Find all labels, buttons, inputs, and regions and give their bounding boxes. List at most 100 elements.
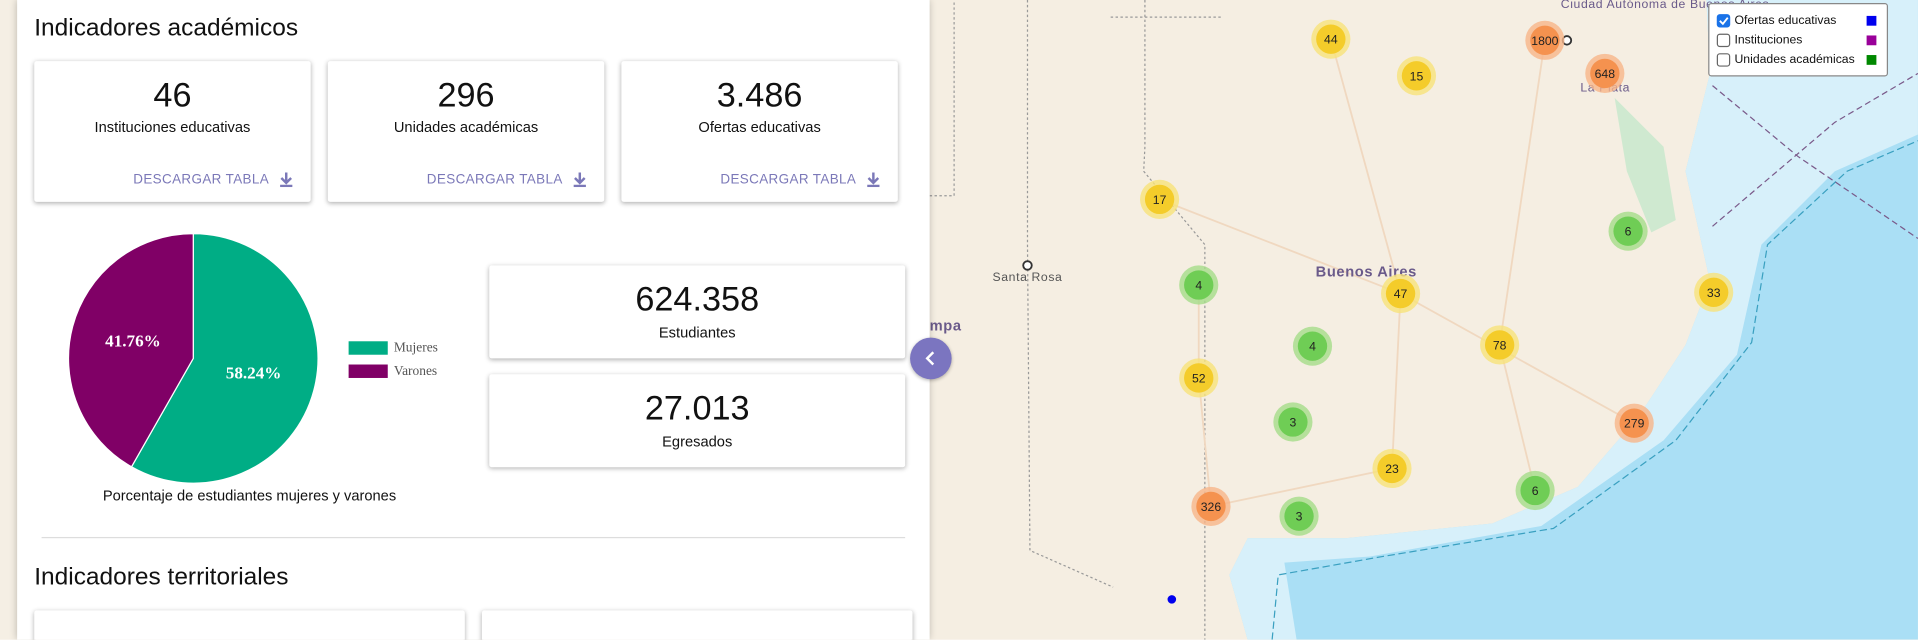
cluster-count: 326 — [1201, 500, 1222, 514]
delta — [1614, 97, 1676, 233]
border — [1712, 72, 1918, 240]
chevron-icon — [925, 351, 935, 366]
slice-label: 58.24% — [226, 363, 282, 382]
student-label: Egresados — [662, 433, 733, 451]
cluster-count: 23 — [1385, 462, 1399, 476]
cluster[interactable] — [1297, 331, 1328, 361]
side-panel: Indicadores académicos 58.24% Mujeres 41.7… — [17, 0, 930, 640]
cluster-count: 6 — [1532, 484, 1539, 498]
student-value: 27.013 — [644, 388, 750, 427]
download-icon — [573, 172, 586, 188]
place-label: mpa — [930, 318, 962, 334]
legend-label: Mujeres — [394, 340, 438, 355]
cluster-count: 52 — [1192, 371, 1206, 385]
legend-label: Ofertas educativas — [1734, 13, 1836, 27]
legend-swatch — [348, 341, 388, 355]
cluster[interactable] — [1520, 475, 1550, 506]
cluster-count: 6 — [1625, 225, 1632, 239]
pie-chart: 58.24% Mujeres 41.76% Varones Porcentaje de … — [67, 233, 438, 504]
checkbox[interactable] — [1716, 14, 1731, 28]
cluster[interactable] — [1377, 453, 1407, 484]
map-legend — [1708, 3, 1889, 77]
section-title: Indicadores territoriales — [34, 563, 289, 591]
point-marker — [1167, 595, 1177, 604]
legend-label: Instituciones — [1734, 33, 1802, 47]
cluster[interactable] — [1590, 58, 1620, 89]
indicator-card: 3.486 Ofertas educativas DESCARGAR TABLA — [621, 61, 898, 202]
student-card: 624.358 Estudiantes — [489, 265, 906, 359]
legend-label: Varones — [394, 363, 437, 378]
student-label: Estudiantes — [658, 324, 736, 342]
download-button[interactable]: DESCARGAR TABLA — [720, 171, 880, 188]
download-icon — [867, 172, 880, 188]
checkmark — [1719, 17, 1729, 26]
cluster-count: 3 — [1290, 415, 1297, 429]
legend-swatch — [348, 364, 388, 378]
checkbox[interactable] — [1716, 33, 1731, 48]
cluster-count: 4 — [1309, 340, 1316, 354]
cluster-count: 279 — [1624, 417, 1645, 431]
cluster-count: 3 — [1296, 510, 1303, 524]
cluster-count: 33 — [1707, 286, 1721, 300]
student-card: 27.013 Egresados — [489, 374, 906, 468]
indicator-value: 296 — [437, 75, 495, 114]
cluster[interactable] — [1530, 25, 1560, 56]
download-button[interactable]: DESCARGAR TABLA — [133, 171, 293, 188]
indicator-label: Unidades académicas — [393, 118, 539, 136]
legend-swatch — [1866, 15, 1877, 26]
indicator-label: Ofertas educativas — [698, 118, 821, 136]
city-marker — [1022, 260, 1033, 271]
chart-caption: Porcentaje de estudiantes mujeres y varo… — [103, 488, 396, 504]
indicator-card: 46 Instituciones educativas DESCARGAR TABL… — [34, 61, 311, 202]
indicator-value: 3.486 — [716, 75, 803, 114]
divider — [41, 536, 906, 539]
cluster[interactable] — [1316, 24, 1346, 54]
cluster[interactable] — [1385, 278, 1416, 309]
territorial-card — [34, 610, 465, 640]
pie-slice — [67, 233, 194, 468]
indicator-label: Instituciones educativas — [94, 118, 251, 136]
cluster[interactable] — [1184, 270, 1214, 300]
cluster-count: 17 — [1153, 193, 1167, 207]
pie-slice — [130, 233, 319, 484]
button-label: DESCARGAR TABLA — [720, 171, 857, 187]
cluster[interactable] — [1619, 408, 1649, 438]
indicator-card: 296 Unidades académicas DESCARGAR TABLA — [327, 61, 605, 202]
download-button[interactable]: DESCARGAR TABLA — [426, 171, 587, 188]
cluster[interactable] — [1613, 216, 1643, 246]
checkbox[interactable] — [1716, 53, 1731, 67]
button-label: DESCARGAR TABLA — [426, 171, 563, 187]
collapse-button[interactable] — [910, 337, 952, 380]
cluster-count: 4 — [1195, 278, 1202, 292]
cluster-count: 15 — [1410, 69, 1424, 83]
cluster-count: 47 — [1394, 287, 1408, 301]
shelf-line — [1271, 140, 1918, 640]
button-label: DESCARGAR TABLA — [133, 171, 270, 187]
cluster[interactable] — [1484, 330, 1515, 360]
legend-swatch — [1866, 55, 1877, 65]
student-value: 624.358 — [635, 280, 760, 319]
cluster[interactable] — [1278, 407, 1308, 437]
cluster-count: 1800 — [1531, 34, 1558, 48]
cluster[interactable] — [1284, 501, 1314, 531]
border — [929, 0, 1224, 640]
cluster[interactable] — [1196, 491, 1226, 522]
place-label: Ciudad Autónoma de Buenos Aires — [1561, 0, 1769, 11]
cluster-count: 44 — [1324, 33, 1338, 47]
territorial-card — [481, 610, 913, 640]
cluster-count: 78 — [1493, 338, 1507, 352]
cluster[interactable] — [1184, 363, 1214, 393]
shore-water — [1229, 0, 1918, 640]
cluster[interactable] — [1144, 184, 1175, 215]
cluster[interactable] — [1401, 61, 1432, 91]
cluster[interactable] — [1699, 277, 1729, 308]
legend-label: Unidades académicas — [1734, 52, 1854, 66]
section-title: Indicadores académicos — [34, 14, 299, 42]
download-icon — [280, 172, 293, 188]
cluster-count: 648 — [1595, 67, 1616, 81]
legend-swatch — [1866, 35, 1877, 46]
place-label: Santa Rosa — [993, 270, 1063, 284]
